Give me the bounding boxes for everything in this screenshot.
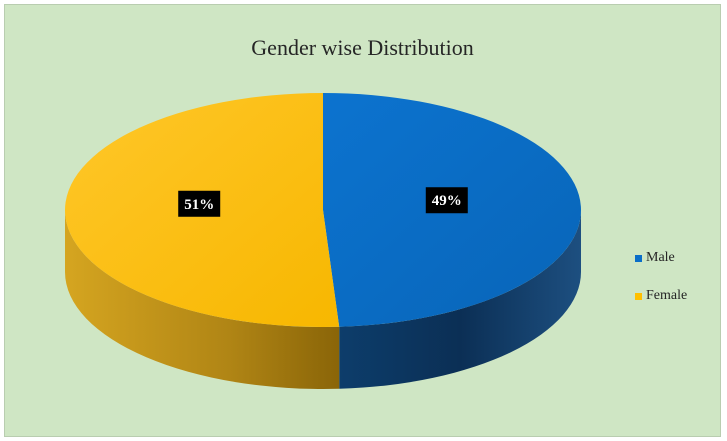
legend-swatch-male: [635, 254, 642, 262]
data-label-text: 51%: [184, 197, 214, 213]
data-label-female: 51%: [178, 190, 221, 217]
data-label-text: 49%: [432, 193, 462, 209]
legend: Male Female: [635, 247, 687, 323]
data-label-box: [178, 190, 221, 217]
legend-item-female: Female: [635, 285, 687, 307]
data-label-male: 49%: [425, 187, 468, 214]
legend-label-female: Female: [646, 288, 688, 303]
pie-side-male: [339, 210, 581, 389]
chart-title: Gender wise Distribution: [251, 35, 474, 60]
data-label-box: [425, 187, 468, 214]
pie-chart: 49% 51%: [65, 93, 582, 390]
legend-swatch-female: [635, 292, 642, 300]
chart-area: Gender wise Distribution 49% 51%: [4, 4, 721, 437]
pie-side-female: [65, 210, 340, 390]
legend-label-male: Male: [646, 250, 675, 265]
legend-item-male: Male: [635, 247, 687, 269]
